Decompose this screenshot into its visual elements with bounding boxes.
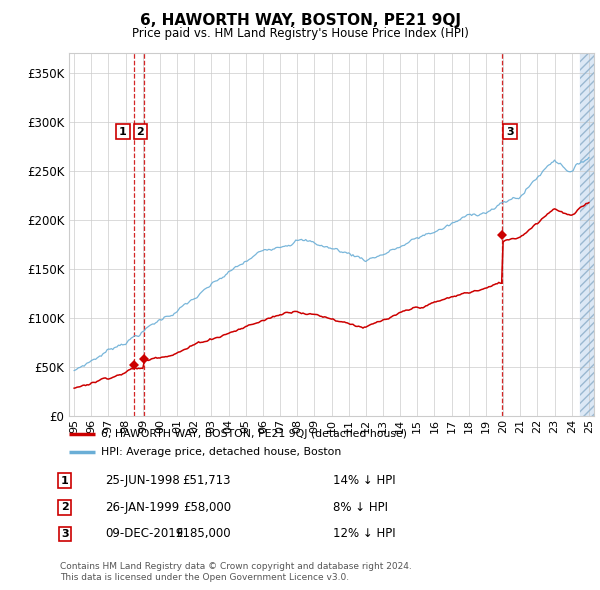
Text: 3: 3	[61, 529, 68, 539]
Text: 25-JUN-1998: 25-JUN-1998	[105, 474, 180, 487]
Text: HPI: Average price, detached house, Boston: HPI: Average price, detached house, Bost…	[101, 447, 341, 457]
Text: £51,713: £51,713	[182, 474, 231, 487]
Text: 14% ↓ HPI: 14% ↓ HPI	[333, 474, 395, 487]
Text: 2: 2	[136, 126, 144, 136]
Text: 2: 2	[61, 503, 68, 512]
Text: £185,000: £185,000	[175, 527, 231, 540]
Text: 1: 1	[61, 476, 68, 486]
Text: 1: 1	[119, 126, 127, 136]
Text: Price paid vs. HM Land Registry's House Price Index (HPI): Price paid vs. HM Land Registry's House …	[131, 27, 469, 40]
Text: 8% ↓ HPI: 8% ↓ HPI	[333, 501, 388, 514]
Text: 3: 3	[506, 126, 514, 136]
Text: 26-JAN-1999: 26-JAN-1999	[105, 501, 179, 514]
Bar	[580, 53, 600, 416]
Text: 12% ↓ HPI: 12% ↓ HPI	[333, 527, 395, 540]
Bar	[580, 53, 600, 416]
Text: £58,000: £58,000	[183, 501, 231, 514]
Text: 6, HAWORTH WAY, BOSTON, PE21 9QJ (detached house): 6, HAWORTH WAY, BOSTON, PE21 9QJ (detach…	[101, 429, 407, 439]
Text: 09-DEC-2019: 09-DEC-2019	[105, 527, 183, 540]
Text: 6, HAWORTH WAY, BOSTON, PE21 9QJ: 6, HAWORTH WAY, BOSTON, PE21 9QJ	[139, 13, 461, 28]
Text: Contains HM Land Registry data © Crown copyright and database right 2024.
This d: Contains HM Land Registry data © Crown c…	[60, 562, 412, 582]
